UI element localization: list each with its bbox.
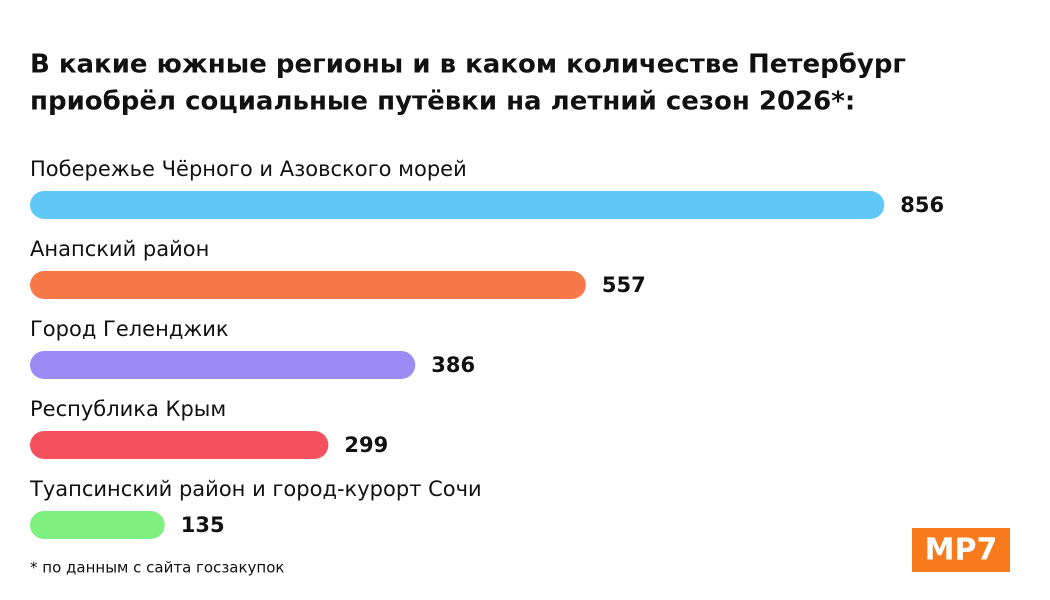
bar <box>30 271 586 299</box>
logo: MP7 <box>925 533 998 568</box>
value-label: 299 <box>344 433 388 457</box>
category-label: Анапский район <box>30 237 209 261</box>
category-label: Туапсинский район и город-курорт Сочи <box>29 477 482 501</box>
value-label: 856 <box>900 193 944 217</box>
value-label: 135 <box>181 513 225 537</box>
category-label: Город Геленджик <box>30 317 229 341</box>
chart-title: В какие южные регионы и в каком количест… <box>30 50 906 80</box>
bar <box>30 191 885 219</box>
bar <box>30 431 329 459</box>
value-label: 557 <box>602 273 646 297</box>
logo-box <box>912 528 1010 572</box>
value-label: 386 <box>431 353 475 377</box>
footnote: * по данным с сайта госзакупок <box>30 559 284 577</box>
bar <box>30 351 416 379</box>
category-label: Побережье Чёрного и Азовского морей <box>30 157 467 181</box>
category-label: Республика Крым <box>30 397 226 421</box>
bar <box>30 511 165 539</box>
chart-title: приобрёл социальные путёвки на летний се… <box>30 87 855 117</box>
